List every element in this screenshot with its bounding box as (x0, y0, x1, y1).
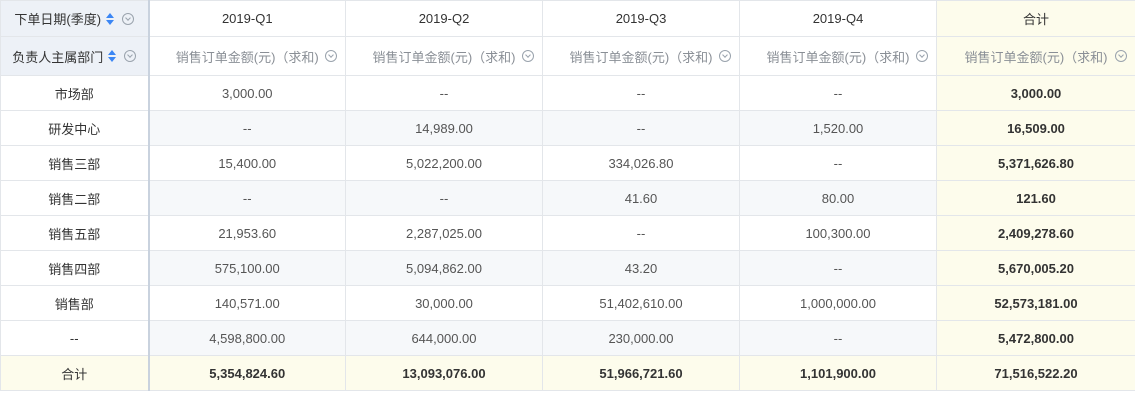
measure-label: 销售订单金额(元)（求和) (964, 49, 1108, 65)
row-label: 销售四部 (0, 250, 150, 286)
sort-icon[interactable] (106, 12, 115, 25)
table-row: 销售二部 -- -- 41.60 80.00 121.60 (0, 180, 1135, 216)
table-cell: -- (739, 145, 937, 181)
row-total-cell: 2,409,278.60 (936, 215, 1135, 251)
table-cell: 41.60 (542, 180, 740, 216)
row-total-cell: 5,670,005.20 (936, 250, 1135, 286)
table-cell: -- (739, 75, 937, 111)
table-row: 销售部 140,571.00 30,000.00 51,402,610.00 1… (0, 285, 1135, 321)
table-cell: 51,402,610.00 (542, 285, 740, 321)
table-row: 研发中心 -- 14,989.00 -- 1,520.00 16,509.00 (0, 110, 1135, 146)
sort-icon[interactable] (108, 50, 117, 62)
table-cell: 43.20 (542, 250, 740, 286)
row-total-cell: 5,472,800.00 (936, 320, 1135, 356)
table-cell: 1,520.00 (739, 110, 937, 146)
grand-total-cell: 71,516,522.20 (936, 355, 1135, 391)
table-cell: -- (739, 320, 937, 356)
table-row: 销售四部 575,100.00 5,094,862.00 43.20 -- 5,… (0, 250, 1135, 286)
header-row-measures: 负责人主属部门 销售订单金额(元)（求和) 销售订单金额(元)（求和) 销售订单… (0, 36, 1135, 76)
table-cell: -- (542, 110, 740, 146)
table-cell: 575,100.00 (148, 250, 346, 286)
table-row: -- 4,598,800.00 644,000.00 230,000.00 --… (0, 320, 1135, 356)
column-total-cell: 13,093,076.00 (345, 355, 543, 391)
table-row: 市场部 3,000.00 -- -- -- 3,000.00 (0, 75, 1135, 111)
column-total-cell: 1,101,900.00 (739, 355, 937, 391)
chevron-down-circle-icon[interactable] (325, 50, 337, 62)
pivot-grid: 下单日期(季度) 2019-Q1 2019-Q2 2019-Q3 2019-Q4… (0, 0, 1135, 391)
row-label: 市场部 (0, 75, 150, 111)
column-header-q3: 2019-Q3 (542, 0, 740, 37)
measure-label: 销售订单金额(元)（求和) (175, 49, 319, 65)
row-label: 销售五部 (0, 215, 150, 251)
measure-header-total[interactable]: 销售订单金额(元)（求和) (936, 36, 1135, 76)
table-cell: 30,000.00 (345, 285, 543, 321)
measure-label: 销售订单金额(元)（求和) (372, 49, 516, 65)
table-cell: 2,287,025.00 (345, 215, 543, 251)
table-cell: 4,598,800.00 (148, 320, 346, 356)
chevron-down-circle-icon[interactable] (522, 50, 534, 62)
table-cell: 5,094,862.00 (345, 250, 543, 286)
column-total-cell: 5,354,824.60 (148, 355, 346, 391)
table-cell: 5,022,200.00 (345, 145, 543, 181)
chevron-down-circle-icon[interactable] (719, 50, 731, 62)
row-label: -- (0, 320, 150, 356)
row-label: 研发中心 (0, 110, 150, 146)
measure-label: 销售订单金额(元)（求和) (766, 49, 910, 65)
header-row-quarters: 下单日期(季度) 2019-Q1 2019-Q2 2019-Q3 2019-Q4… (0, 0, 1135, 37)
table-cell: 230,000.00 (542, 320, 740, 356)
table-cell: 1,000,000.00 (739, 285, 937, 321)
table-cell: 100,300.00 (739, 215, 937, 251)
quarter-dimension-header[interactable]: 下单日期(季度) (0, 0, 150, 37)
row-label: 销售三部 (0, 145, 150, 181)
table-cell: 21,953.60 (148, 215, 346, 251)
row-label: 销售部 (0, 285, 150, 321)
column-header-q2: 2019-Q2 (345, 0, 543, 37)
grand-total-label: 合计 (0, 355, 150, 391)
chevron-down-circle-icon[interactable] (124, 50, 137, 62)
row-total-cell: 52,573,181.00 (936, 285, 1135, 321)
table-cell: 644,000.00 (345, 320, 543, 356)
table-cell: 14,989.00 (345, 110, 543, 146)
measure-header-q1[interactable]: 销售订单金额(元)（求和) (148, 36, 346, 76)
row-total-cell: 16,509.00 (936, 110, 1135, 146)
quarter-dimension-label: 下单日期(季度) (14, 12, 102, 27)
measure-header-q2[interactable]: 销售订单金额(元)（求和) (345, 36, 543, 76)
table-cell: 334,026.80 (542, 145, 740, 181)
column-header-q1: 2019-Q1 (148, 0, 346, 37)
table-cell: 140,571.00 (148, 285, 346, 321)
row-total-cell: 5,371,626.80 (936, 145, 1135, 181)
column-header-total: 合计 (936, 0, 1135, 37)
table-cell: -- (148, 180, 346, 216)
table-cell: -- (542, 75, 740, 111)
table-cell: -- (345, 180, 543, 216)
grand-total-row: 合计 5,354,824.60 13,093,076.00 51,966,721… (0, 355, 1135, 391)
row-total-cell: 121.60 (936, 180, 1135, 216)
measure-header-q3[interactable]: 销售订单金额(元)（求和) (542, 36, 740, 76)
chevron-down-circle-icon[interactable] (1115, 50, 1127, 62)
row-total-cell: 3,000.00 (936, 75, 1135, 111)
table-cell: 80.00 (739, 180, 937, 216)
measure-label: 销售订单金额(元)（求和) (569, 49, 713, 65)
department-dimension-label: 负责人主属部门 (12, 49, 104, 65)
table-cell: 3,000.00 (148, 75, 346, 111)
table-cell: -- (345, 75, 543, 111)
chevron-down-circle-icon[interactable] (122, 12, 135, 25)
table-cell: -- (542, 215, 740, 251)
table-row: 销售三部 15,400.00 5,022,200.00 334,026.80 -… (0, 145, 1135, 181)
table-cell: -- (739, 250, 937, 286)
column-header-q4: 2019-Q4 (739, 0, 937, 37)
column-total-cell: 51,966,721.60 (542, 355, 740, 391)
measure-header-q4[interactable]: 销售订单金额(元)（求和) (739, 36, 937, 76)
department-dimension-header[interactable]: 负责人主属部门 (0, 36, 150, 76)
table-cell: 15,400.00 (148, 145, 346, 181)
row-label: 销售二部 (0, 180, 150, 216)
table-cell: -- (148, 110, 346, 146)
table-row: 销售五部 21,953.60 2,287,025.00 -- 100,300.0… (0, 215, 1135, 251)
chevron-down-circle-icon[interactable] (916, 50, 928, 62)
